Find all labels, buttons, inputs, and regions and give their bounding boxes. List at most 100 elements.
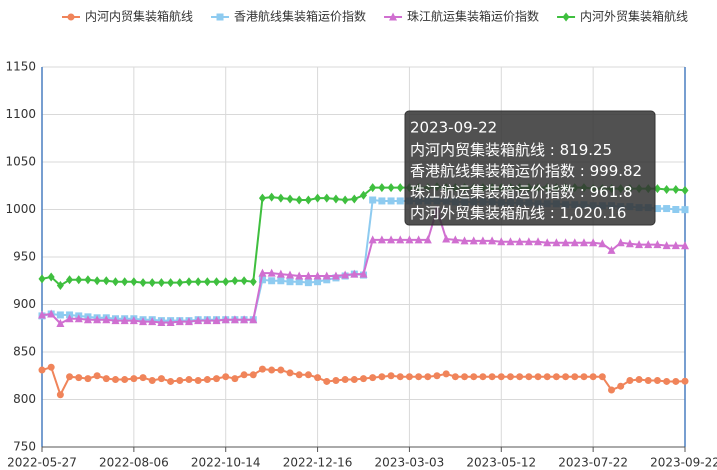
- point: [488, 373, 496, 381]
- point: [194, 377, 202, 384]
- point: [148, 317, 157, 326]
- point: [341, 376, 349, 384]
- point: [332, 194, 340, 204]
- point: [681, 377, 689, 385]
- point: [322, 271, 331, 280]
- point: [38, 274, 46, 284]
- tooltip-sep: :: [545, 204, 560, 222]
- point: [130, 375, 138, 383]
- point: [47, 272, 55, 282]
- point: [415, 373, 423, 381]
- point: [230, 315, 239, 324]
- point: [240, 276, 248, 286]
- point: [93, 315, 102, 324]
- point: [295, 195, 303, 205]
- point: [203, 277, 211, 287]
- point: [65, 314, 74, 323]
- point: [185, 376, 193, 384]
- point: [84, 275, 92, 285]
- point: [461, 373, 469, 381]
- point: [213, 277, 221, 287]
- x-tick-label: 2022-05-27: [7, 456, 77, 470]
- tooltip: 2023-09-22 内河内贸集装箱航线 : 819.25 香港航线集装箱运价指数 …: [404, 110, 656, 226]
- point: [276, 269, 285, 278]
- point: [268, 192, 276, 202]
- point: [387, 197, 395, 205]
- point: [166, 318, 175, 327]
- point: [194, 316, 203, 325]
- point: [671, 241, 680, 250]
- tooltip-box: [404, 110, 656, 226]
- legend-label: 内河外贸集装箱航线: [580, 9, 688, 24]
- point: [598, 239, 607, 248]
- point: [470, 373, 478, 381]
- point: [38, 366, 46, 374]
- point: [653, 377, 661, 384]
- point: [552, 238, 561, 247]
- point: [304, 271, 313, 280]
- point: [653, 240, 662, 249]
- point: [93, 372, 101, 380]
- point: [368, 235, 377, 244]
- point: [268, 277, 276, 285]
- point: [93, 276, 101, 286]
- point: [396, 373, 404, 381]
- point: [506, 237, 515, 246]
- point: [469, 236, 478, 245]
- point: [662, 241, 671, 250]
- point: [102, 276, 110, 286]
- point: [608, 386, 616, 394]
- point: [139, 278, 147, 288]
- y-tick-label: 800: [13, 392, 36, 406]
- point: [148, 278, 156, 288]
- point: [212, 316, 221, 325]
- point: [626, 377, 634, 384]
- point: [350, 269, 359, 278]
- point: [121, 277, 129, 287]
- point: [423, 235, 432, 244]
- y-tick-label: 1100: [5, 107, 36, 121]
- point: [389, 12, 398, 21]
- point: [286, 278, 294, 286]
- point: [552, 373, 560, 381]
- point: [176, 377, 184, 384]
- point: [350, 376, 358, 384]
- tooltip-name: 香港航线集装箱运价指数: [410, 162, 575, 180]
- y-tick-label: 850: [13, 345, 36, 359]
- point: [405, 373, 413, 381]
- point: [304, 195, 312, 205]
- point: [240, 371, 248, 379]
- point: [185, 277, 193, 287]
- point: [488, 236, 497, 245]
- point: [56, 281, 64, 290]
- tooltip-row: 香港航线集装箱运价指数 : 999.82: [410, 162, 642, 180]
- point: [378, 197, 386, 205]
- point: [341, 270, 350, 279]
- point: [387, 372, 395, 380]
- point: [313, 271, 322, 280]
- point: [231, 276, 239, 286]
- x-tick-label: 2022-08-06: [99, 456, 169, 470]
- point: [286, 194, 294, 204]
- point: [424, 373, 432, 381]
- point: [369, 374, 377, 382]
- point: [47, 363, 55, 371]
- legend-item: 香港航线集装箱运价指数: [211, 9, 366, 24]
- point: [562, 12, 570, 22]
- point: [157, 318, 166, 327]
- point: [249, 371, 257, 379]
- y-tick-label: 950: [13, 250, 36, 264]
- x-tick-label: 2022-12-16: [283, 456, 353, 470]
- point: [360, 375, 367, 383]
- y-tick-label: 1150: [5, 60, 36, 74]
- point: [231, 375, 239, 383]
- tooltip-value: 1,020.16: [560, 204, 627, 222]
- point: [663, 205, 671, 213]
- legend-item: 珠江航运集装箱运价指数: [384, 9, 539, 24]
- point: [506, 373, 514, 381]
- point: [258, 365, 266, 373]
- point: [222, 373, 230, 381]
- point: [120, 316, 129, 325]
- point: [295, 278, 303, 286]
